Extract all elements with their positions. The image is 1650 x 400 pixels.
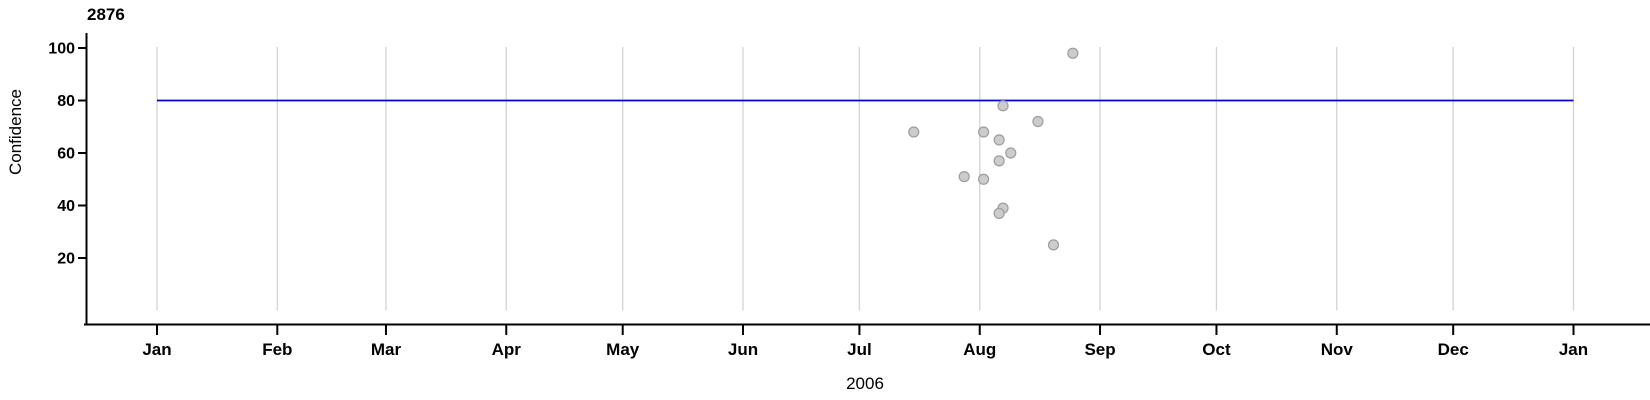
chart-title: 2876 xyxy=(87,5,125,24)
data-point xyxy=(958,171,970,183)
y-tick-label: 40 xyxy=(57,198,75,215)
y-tick-label: 60 xyxy=(57,146,75,163)
y-tick-label: 100 xyxy=(48,41,75,58)
data-point xyxy=(1032,115,1044,128)
x-axis-label: 2006 xyxy=(846,374,884,393)
x-tick-label: Sep xyxy=(1084,340,1115,359)
x-tick-label: Mar xyxy=(371,340,402,359)
x-tick-label: Nov xyxy=(1321,340,1354,359)
x-tick-label: Jan xyxy=(1559,340,1588,359)
data-point xyxy=(1047,239,1060,251)
y-tick-label: 80 xyxy=(57,93,75,110)
data-point xyxy=(997,100,1009,112)
x-tick-label: Jun xyxy=(728,340,758,359)
data-point xyxy=(978,173,990,185)
data-point xyxy=(908,126,920,138)
data-point xyxy=(1005,147,1017,159)
x-tick-label: Feb xyxy=(262,340,292,359)
x-tick-label: Jul xyxy=(847,340,872,359)
data-point xyxy=(1067,47,1079,59)
data-point xyxy=(993,155,1005,167)
y-tick-label: 20 xyxy=(57,251,75,268)
data-point xyxy=(993,207,1005,219)
x-tick-label: Oct xyxy=(1202,340,1231,359)
x-tick-label: Apr xyxy=(492,340,522,359)
data-point xyxy=(978,126,990,138)
x-tick-label: Jan xyxy=(142,340,171,359)
data-point xyxy=(993,134,1005,146)
x-tick-label: May xyxy=(606,340,640,359)
x-tick-label: Aug xyxy=(963,340,996,359)
x-tick-label: Dec xyxy=(1438,340,1469,359)
